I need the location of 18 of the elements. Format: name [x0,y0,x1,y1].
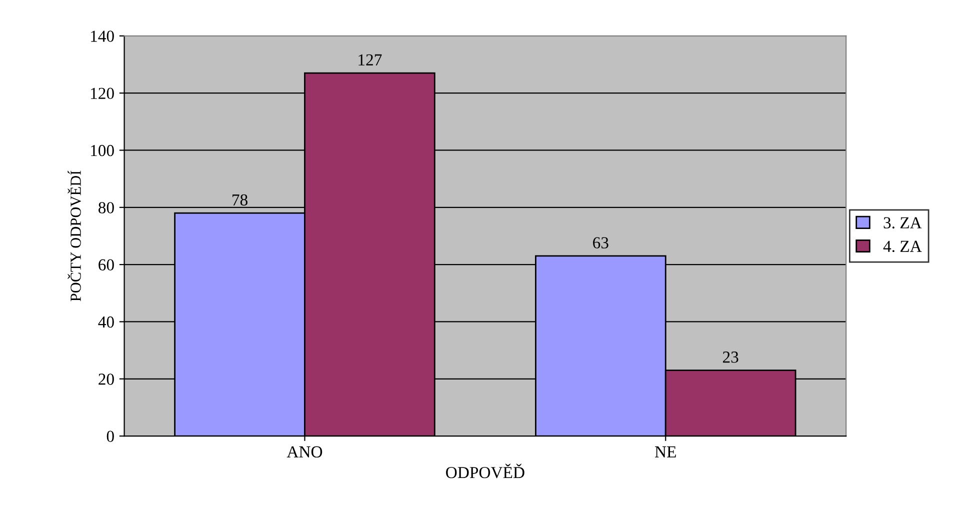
data-label: 78 [232,194,248,206]
y-axis-title: POČTY ODPOVĚDÍ [68,170,81,302]
y-tick-label: 140 [91,30,114,42]
y-tick-label: 60 [98,259,114,271]
y-tick-label: 20 [98,374,114,385]
legend-label: 4. ZA [883,240,922,252]
data-label: 23 [722,352,738,363]
y-tick-label: 80 [98,202,114,214]
x-tick-label: ANO [286,446,322,458]
y-tick-label: 120 [91,88,114,100]
y-tick-label: 100 [91,144,114,156]
data-label: 63 [593,237,608,248]
y-tick-label: 0 [106,430,114,442]
x-axis-title: ODPOVĚĎ [446,464,524,478]
data-label: 127 [358,54,382,66]
y-tick-label: 40 [98,316,114,328]
x-tick-label: NE [654,446,676,458]
legend-label: 3. ZA [884,217,922,228]
